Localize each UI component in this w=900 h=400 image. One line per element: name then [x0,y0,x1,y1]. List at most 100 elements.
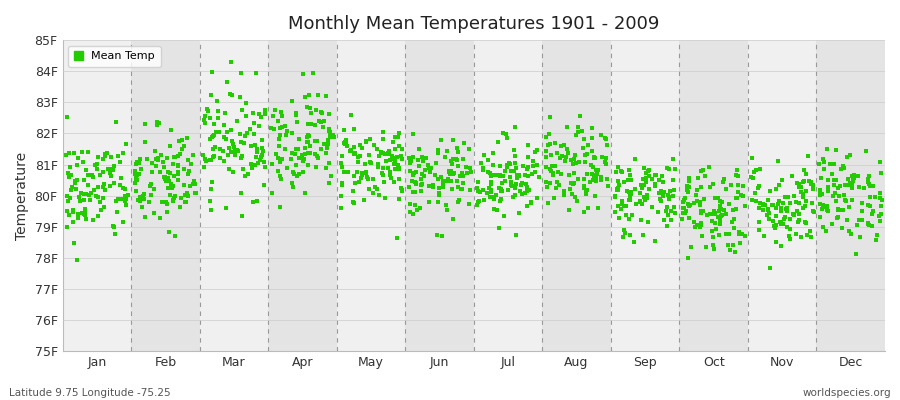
Point [347,150,362,156]
Point [706,207,721,214]
Point [785,173,799,180]
Point [590,171,605,178]
Point [292,154,307,161]
Point [444,167,458,174]
Point [84,190,98,196]
Point [828,190,842,196]
Point [390,154,404,160]
Point [222,91,237,98]
Point [831,214,845,220]
Point [392,142,406,149]
Point [719,186,733,192]
Point [415,171,429,177]
Point [762,188,777,194]
Point [159,209,174,215]
Point [752,219,767,225]
Point [787,212,801,218]
Point [335,182,349,188]
Point [662,166,676,172]
Point [860,176,875,182]
Point [789,231,804,237]
Point [199,158,213,164]
Point [675,205,689,212]
Point [170,171,184,177]
Point [562,186,577,192]
Point [560,146,574,152]
Point [97,151,112,158]
Point [59,114,74,120]
Point [104,154,119,160]
Point [590,175,604,182]
Point [163,192,177,198]
Point [790,208,805,214]
Point [451,184,465,190]
Point [66,209,80,216]
Point [854,216,868,223]
Point [258,107,273,113]
Point [610,178,625,184]
Point [69,177,84,184]
Point [857,185,871,191]
Point [569,160,583,166]
Point [319,93,333,100]
Point [349,169,364,176]
Point [138,120,152,127]
Point [249,146,264,153]
Point [300,134,314,140]
Point [549,185,563,191]
Point [797,203,812,210]
Point [678,194,692,201]
Point [789,199,804,205]
Point [587,155,601,162]
Point [768,225,782,231]
Point [206,133,220,140]
Point [115,185,130,192]
Point [572,128,586,135]
Point [608,193,623,200]
Point [446,137,460,143]
Point [692,224,706,230]
Point [110,209,124,216]
Point [705,218,719,224]
Point [250,160,265,166]
Point [335,164,349,170]
Point [391,162,405,168]
Point [412,205,427,212]
Point [615,168,629,175]
Point [220,129,235,135]
Point [681,215,696,222]
Point [379,158,393,164]
Point [633,198,647,205]
Point [657,217,671,223]
Point [731,172,745,179]
Point [154,199,168,205]
Point [440,148,454,154]
Point [387,156,401,163]
Point [518,189,532,196]
Point [314,118,328,125]
Point [310,107,324,113]
Point [422,199,436,205]
Point [637,182,652,188]
Point [323,172,338,179]
Point [682,203,697,209]
Point [788,193,802,199]
Point [564,191,579,197]
Point [450,178,464,184]
Point [624,188,638,195]
Point [838,197,852,203]
Point [212,145,227,152]
Point [370,186,384,192]
Point [735,193,750,199]
Point [376,129,391,135]
Point [451,199,465,205]
Point [136,192,150,199]
Point [370,146,384,152]
Point [591,205,606,211]
Point [198,155,212,162]
Point [371,161,385,168]
Point [833,166,848,172]
Point [76,190,91,197]
Point [162,228,176,235]
Point [378,151,392,158]
